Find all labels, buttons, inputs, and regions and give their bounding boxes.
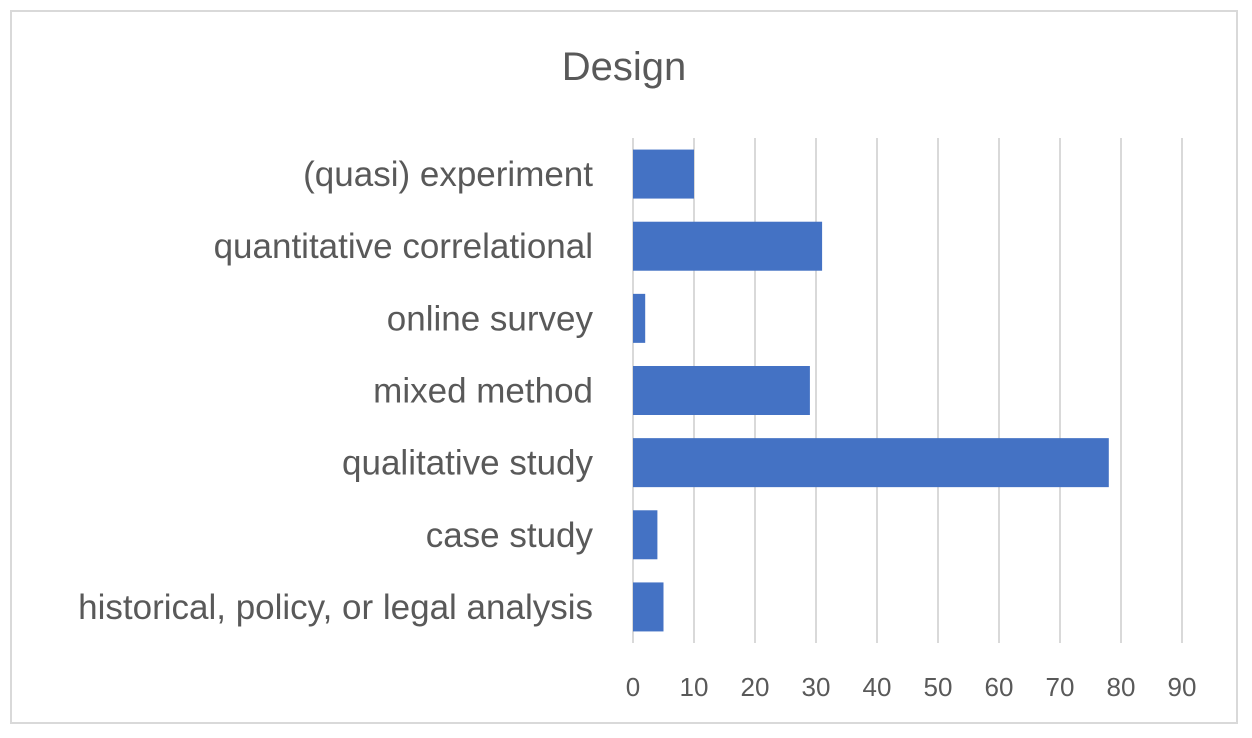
bar bbox=[633, 438, 1109, 488]
x-tick-labels: 0 10 20 30 40 50 60 70 80 90 bbox=[626, 672, 1197, 702]
x-tick-label: 0 bbox=[626, 672, 640, 702]
x-tick-label: 20 bbox=[741, 672, 770, 702]
x-tick-label: 90 bbox=[1168, 672, 1197, 702]
x-tick-label: 10 bbox=[680, 672, 709, 702]
category-labels: (quasi) experiment quantitative correlati… bbox=[78, 155, 593, 627]
category-label: (quasi) experiment bbox=[303, 155, 593, 194]
x-tick-label: 30 bbox=[802, 672, 831, 702]
bar bbox=[633, 293, 646, 343]
category-label: quantitative correlational bbox=[214, 227, 593, 266]
bars bbox=[633, 149, 1109, 632]
category-label: online survey bbox=[387, 299, 594, 338]
category-label: qualitative study bbox=[342, 444, 593, 483]
x-tick-label: 40 bbox=[863, 672, 892, 702]
category-label: mixed method bbox=[373, 372, 593, 411]
chart-frame bbox=[10, 10, 1238, 724]
bar bbox=[633, 582, 664, 632]
category-label: historical, policy, or legal analysis bbox=[78, 588, 593, 627]
category-label: case study bbox=[426, 516, 594, 555]
x-tick-label: 60 bbox=[985, 672, 1014, 702]
x-tick-label: 70 bbox=[1046, 672, 1075, 702]
x-tick-label: 50 bbox=[924, 672, 953, 702]
chart-title: Design bbox=[561, 45, 687, 89]
bar bbox=[633, 366, 810, 415]
bar bbox=[633, 221, 823, 271]
x-tick-label: 80 bbox=[1107, 672, 1136, 702]
bar bbox=[633, 510, 658, 560]
bar bbox=[633, 149, 694, 199]
